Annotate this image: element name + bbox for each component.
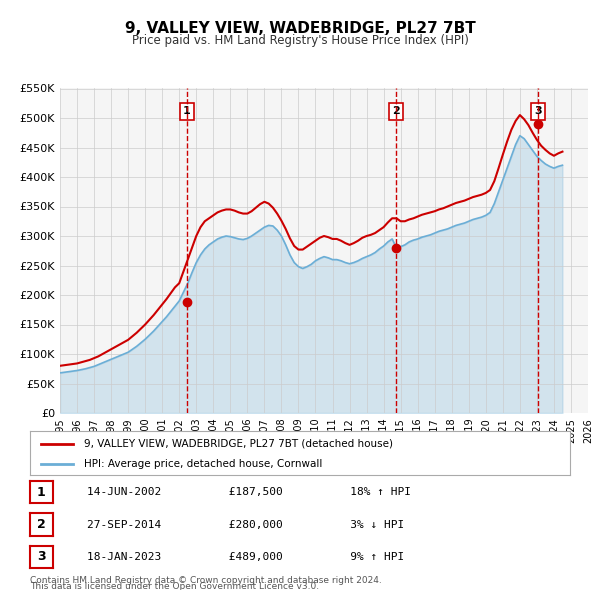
- Text: 14-JUN-2002          £187,500          18% ↑ HPI: 14-JUN-2002 £187,500 18% ↑ HPI: [60, 487, 411, 497]
- Text: 9, VALLEY VIEW, WADEBRIDGE, PL27 7BT: 9, VALLEY VIEW, WADEBRIDGE, PL27 7BT: [125, 21, 475, 35]
- Text: HPI: Average price, detached house, Cornwall: HPI: Average price, detached house, Corn…: [84, 459, 322, 469]
- Text: Price paid vs. HM Land Registry's House Price Index (HPI): Price paid vs. HM Land Registry's House …: [131, 34, 469, 47]
- Text: This data is licensed under the Open Government Licence v3.0.: This data is licensed under the Open Gov…: [30, 582, 319, 590]
- Text: 3: 3: [534, 106, 542, 116]
- Text: 2: 2: [37, 518, 46, 531]
- Text: 1: 1: [37, 486, 46, 499]
- Text: 9, VALLEY VIEW, WADEBRIDGE, PL27 7BT (detached house): 9, VALLEY VIEW, WADEBRIDGE, PL27 7BT (de…: [84, 439, 393, 449]
- Text: 2: 2: [392, 106, 400, 116]
- Text: 1: 1: [183, 106, 191, 116]
- Text: 3: 3: [37, 550, 46, 563]
- Text: 27-SEP-2014          £280,000          3% ↓ HPI: 27-SEP-2014 £280,000 3% ↓ HPI: [60, 520, 404, 529]
- Text: Contains HM Land Registry data © Crown copyright and database right 2024.: Contains HM Land Registry data © Crown c…: [30, 576, 382, 585]
- Text: 18-JAN-2023          £489,000          9% ↑ HPI: 18-JAN-2023 £489,000 9% ↑ HPI: [60, 552, 404, 562]
